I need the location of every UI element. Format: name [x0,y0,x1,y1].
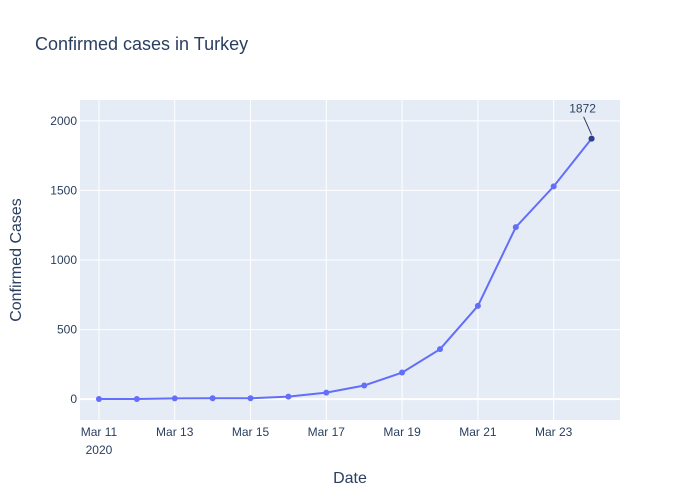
data-point [361,382,368,389]
data-point [209,395,216,402]
data-point [323,389,330,396]
data-point [512,224,519,231]
annotation-arrow [583,116,593,135]
series-line [98,138,593,400]
y-axis-ticks: 0 500 1000 1500 2000 [50,114,77,406]
data-point [437,346,443,353]
data-point [171,395,178,402]
x-tick-label: Mar 19 [383,425,421,439]
y-tick-label: 1500 [50,183,77,197]
data-point [285,393,292,400]
data-point [247,395,254,402]
x-tick-label: Mar 17 [308,425,346,439]
data-point [133,395,140,402]
data-point [550,183,557,190]
y-tick-label: 500 [57,323,77,337]
annotation-marker [588,135,595,142]
data-point [399,369,406,376]
y-tick-label: 0 [70,392,77,406]
annotation-label: 1872 [569,102,596,116]
x-tick-label: Mar 11 [81,425,118,439]
annotation: 1872 [569,102,596,142]
x-tick-label: Mar 21 [459,425,497,439]
x-axis-title: Date [333,470,367,487]
x-tick-label: Mar 13 [156,425,194,439]
data-point [474,302,481,309]
x-tick-label: Mar 23 [535,425,573,439]
x-tick-label: Mar 15 [232,425,270,439]
chart-title: Confirmed cases in Turkey [35,34,248,54]
data-point [95,395,102,402]
y-tick-label: 1000 [50,253,77,267]
y-tick-label: 2000 [50,114,77,128]
y-axis-title: Confirmed Cases [8,198,25,322]
x-tick-sublabel: 2020 [86,443,113,457]
x-axis-ticks: Mar 11 2020 Mar 13 Mar 15 Mar 17 Mar 19 Mar 21… [81,425,573,457]
